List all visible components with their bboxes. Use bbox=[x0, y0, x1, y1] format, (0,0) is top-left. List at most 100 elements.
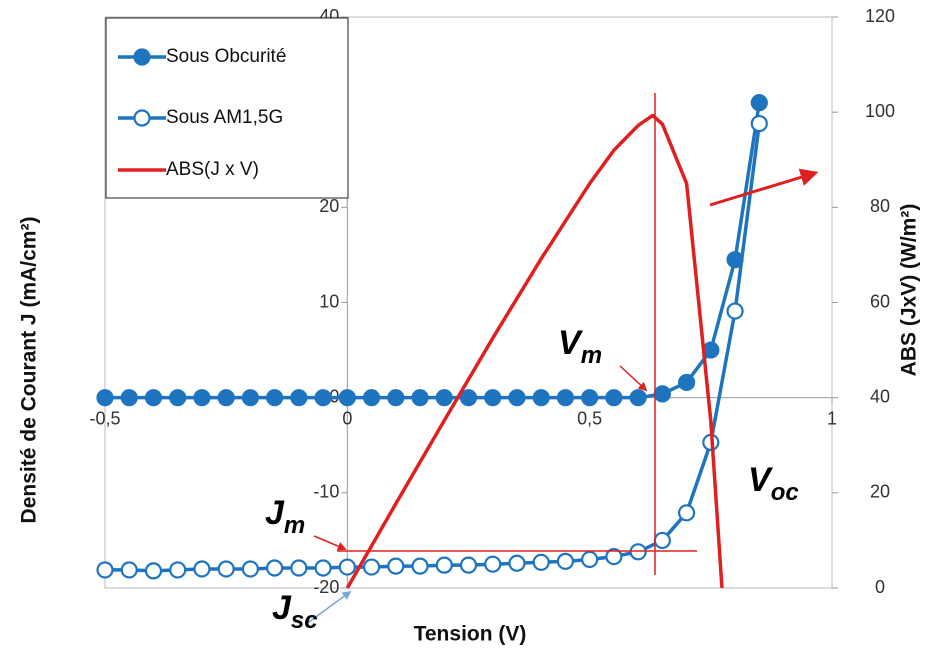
data-point bbox=[508, 389, 526, 407]
data-point bbox=[677, 504, 696, 522]
legend: Sous Obcurité Sous AM1,5G ABS(J x V) bbox=[105, 17, 349, 199]
y-tick-label: -20 bbox=[313, 577, 339, 597]
data-point bbox=[387, 389, 405, 407]
annotation-text: V bbox=[558, 324, 584, 362]
data-point bbox=[653, 385, 671, 403]
data-point bbox=[217, 389, 235, 407]
y-axis-title: Densité de Courant J (mA/cm²) bbox=[18, 217, 41, 524]
data-point bbox=[532, 553, 550, 571]
data-point bbox=[484, 389, 502, 407]
data-point bbox=[459, 556, 478, 574]
data-point bbox=[581, 389, 599, 407]
x-tick-label: 0,5 bbox=[577, 408, 602, 428]
data-point bbox=[508, 554, 526, 572]
data-point bbox=[217, 560, 235, 578]
data-point bbox=[193, 389, 211, 407]
y-tick-label: -10 bbox=[313, 482, 339, 502]
data-point bbox=[435, 389, 453, 407]
y2-tick-label: 40 bbox=[870, 386, 890, 406]
legend-item: Sous Obcurité bbox=[118, 46, 286, 67]
y-tick-label: 20 bbox=[319, 196, 339, 216]
data-point bbox=[241, 389, 259, 407]
data-point bbox=[266, 559, 284, 577]
data-point bbox=[241, 560, 259, 578]
data-point bbox=[96, 561, 114, 579]
data-point bbox=[387, 557, 405, 575]
x-tick-label: -0,5 bbox=[89, 408, 120, 428]
annotation-sub: oc bbox=[771, 479, 799, 506]
data-point bbox=[556, 552, 575, 570]
legend-marker bbox=[133, 48, 151, 66]
data-point bbox=[532, 389, 550, 407]
data-point bbox=[314, 559, 332, 577]
x-tick-label: 1 bbox=[827, 408, 837, 428]
annotation: Voc bbox=[748, 461, 799, 506]
data-point bbox=[605, 389, 623, 407]
data-point bbox=[362, 389, 381, 407]
legend-item: Sous AM1,5G bbox=[118, 107, 283, 128]
annotation: Vm bbox=[558, 324, 602, 369]
data-point bbox=[459, 389, 478, 407]
data-point bbox=[144, 389, 163, 407]
y2-tick-label: 120 bbox=[865, 6, 895, 26]
data-point bbox=[411, 389, 429, 407]
data-point bbox=[169, 389, 187, 407]
series-line bbox=[345, 113, 724, 589]
annotation-text: J bbox=[272, 589, 292, 627]
y2-tick-label: 60 bbox=[870, 291, 890, 311]
data-point bbox=[144, 562, 163, 580]
data-point bbox=[120, 561, 138, 579]
jsc-arrow bbox=[305, 590, 352, 625]
legend-box bbox=[105, 17, 349, 199]
y2-tick-label: 20 bbox=[870, 482, 890, 502]
x-axis-title: Tension (V) bbox=[414, 623, 527, 646]
plot-area: -0,500,51-20-10010203040020406080100120 bbox=[89, 6, 895, 597]
y2-tick-label: 100 bbox=[865, 101, 895, 121]
data-point bbox=[629, 543, 647, 561]
data-point bbox=[338, 389, 356, 407]
legend-marker bbox=[133, 109, 151, 127]
data-point bbox=[290, 559, 308, 577]
series-line bbox=[105, 123, 762, 573]
axis-arrow bbox=[709, 168, 819, 207]
data-point bbox=[193, 560, 211, 578]
data-point bbox=[581, 550, 599, 569]
annotation-text: V bbox=[748, 461, 774, 499]
data-point bbox=[435, 556, 453, 574]
series-line bbox=[105, 102, 762, 400]
annotation-sub: m bbox=[284, 512, 305, 539]
data-point bbox=[605, 547, 623, 566]
data-point bbox=[290, 389, 308, 407]
data-point bbox=[677, 373, 696, 392]
data-point bbox=[726, 302, 744, 320]
annotation: Jsc bbox=[272, 589, 318, 634]
legend-label: Sous AM1,5G bbox=[166, 107, 283, 128]
y2-axis-title: ABS (JxV) (W/m²) bbox=[898, 204, 921, 377]
jm-arrow bbox=[313, 535, 347, 551]
y-tick-label: 10 bbox=[319, 291, 339, 311]
legend-item: ABS(J x V) bbox=[118, 159, 259, 180]
data-point bbox=[411, 557, 429, 575]
vm-arrow bbox=[619, 365, 648, 392]
data-point bbox=[96, 389, 114, 407]
annotation-shapes bbox=[305, 93, 819, 625]
y2-tick-label: 80 bbox=[870, 196, 890, 216]
data-point bbox=[338, 558, 356, 576]
data-point bbox=[314, 389, 332, 407]
data-point bbox=[120, 389, 138, 407]
data-point bbox=[362, 558, 381, 576]
legend-label: ABS(J x V) bbox=[166, 159, 259, 180]
data-point bbox=[266, 389, 284, 407]
annotation-sub: sc bbox=[291, 607, 318, 634]
annotation: Jm bbox=[265, 494, 305, 539]
data-point bbox=[169, 561, 187, 579]
data-point bbox=[629, 389, 647, 407]
data-point bbox=[484, 555, 502, 573]
legend-label: Sous Obcurité bbox=[166, 46, 286, 67]
annotation-text: J bbox=[265, 494, 285, 532]
data-point bbox=[750, 114, 768, 133]
data-point bbox=[556, 389, 575, 407]
data-point bbox=[750, 94, 768, 112]
x-tick-label: 0 bbox=[342, 408, 352, 428]
